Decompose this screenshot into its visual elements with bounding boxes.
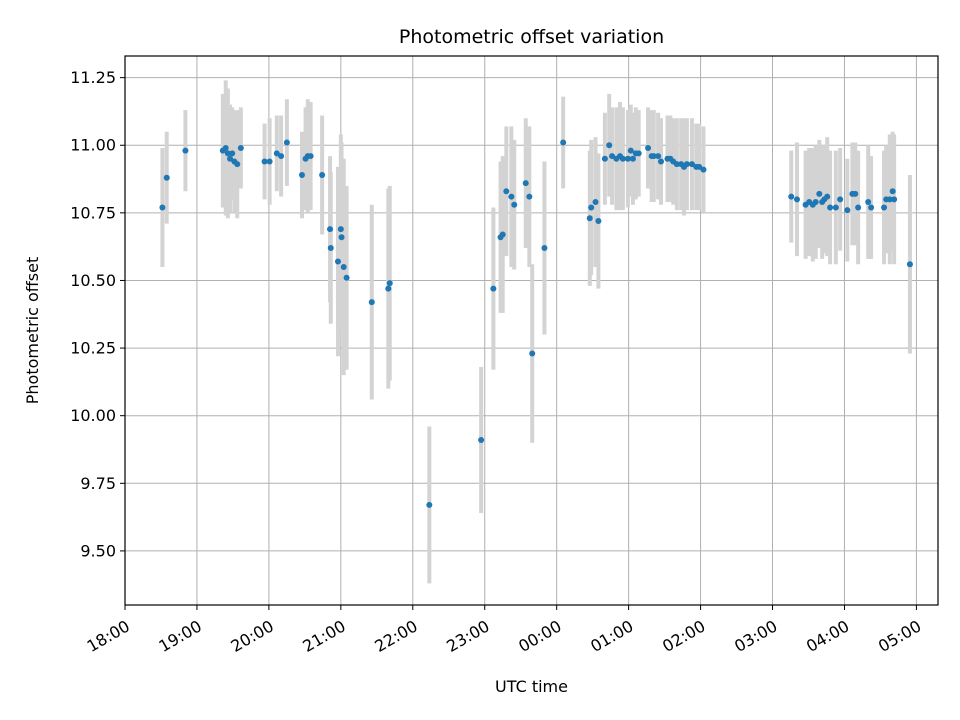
data-point — [635, 150, 642, 157]
data-point — [650, 153, 657, 160]
data-point — [881, 204, 888, 211]
data-point — [338, 234, 345, 241]
data-point — [386, 280, 393, 287]
data-point — [385, 285, 392, 292]
data-point — [673, 161, 680, 168]
data-point — [224, 150, 231, 157]
data-point — [522, 180, 529, 187]
data-point — [683, 161, 690, 168]
data-point — [627, 147, 634, 154]
data-point — [508, 193, 515, 200]
y-tick-label: 10.00 — [70, 406, 116, 425]
point-layer — [159, 139, 913, 508]
data-point — [601, 155, 608, 162]
data-point — [298, 171, 305, 178]
chart-title: Photometric offset variation — [399, 26, 664, 48]
y-tick-label: 10.75 — [70, 203, 116, 222]
data-point — [334, 258, 341, 265]
data-point — [816, 190, 823, 197]
data-point — [865, 199, 872, 206]
data-point — [852, 190, 859, 197]
data-point — [891, 196, 898, 203]
y-tick-label: 11.00 — [70, 136, 116, 155]
y-tick-label: 9.50 — [80, 541, 116, 560]
data-point — [368, 299, 375, 306]
data-point — [278, 153, 285, 160]
data-point — [658, 158, 665, 165]
data-point — [511, 201, 518, 208]
data-point — [541, 245, 548, 252]
data-point — [609, 153, 616, 160]
data-point — [595, 217, 602, 224]
data-point — [327, 226, 334, 233]
y-tick-label: 11.25 — [70, 68, 116, 87]
data-point — [606, 142, 613, 149]
data-point — [906, 261, 913, 268]
data-point — [261, 158, 268, 165]
data-point — [855, 204, 862, 211]
data-point — [886, 196, 893, 203]
data-point — [837, 196, 844, 203]
x-axis-title: UTC time — [495, 677, 568, 696]
data-point — [337, 226, 344, 233]
data-point — [560, 139, 567, 146]
data-point — [624, 155, 631, 162]
data-point — [227, 155, 234, 162]
data-point — [688, 161, 695, 168]
data-point — [655, 153, 662, 160]
plot-frame — [124, 55, 939, 606]
data-point — [788, 193, 795, 200]
data-point — [273, 150, 280, 157]
data-point — [182, 147, 189, 154]
y-axis-title: Photometric offset — [23, 257, 42, 405]
data-point — [824, 193, 831, 200]
data-point — [793, 196, 800, 203]
data-point — [812, 199, 819, 206]
data-point — [499, 231, 506, 238]
data-point — [163, 174, 170, 181]
data-point — [619, 155, 626, 162]
data-point — [629, 155, 636, 162]
data-point — [343, 274, 350, 281]
data-point — [234, 161, 241, 168]
data-point — [503, 188, 510, 195]
data-point — [283, 139, 290, 146]
data-point — [229, 150, 236, 157]
data-point — [327, 245, 334, 252]
data-point — [307, 153, 314, 160]
data-point — [426, 501, 433, 508]
data-point — [868, 204, 875, 211]
data-point — [526, 193, 533, 200]
y-tick-label: 9.75 — [80, 474, 116, 493]
data-point — [586, 215, 593, 222]
y-tick-label: 10.25 — [70, 339, 116, 358]
data-point — [237, 144, 244, 151]
data-point — [889, 188, 896, 195]
data-point — [592, 199, 599, 206]
data-point — [266, 158, 273, 165]
data-point — [696, 163, 703, 170]
data-point — [827, 204, 834, 211]
data-point — [645, 144, 652, 151]
data-point — [222, 144, 229, 151]
data-point — [340, 263, 347, 270]
data-point — [159, 204, 166, 211]
data-point — [832, 204, 839, 211]
data-point — [529, 350, 536, 357]
data-point — [478, 437, 485, 444]
y-tick-label: 10.50 — [70, 271, 116, 290]
data-point — [588, 204, 595, 211]
data-point — [700, 166, 707, 173]
data-point — [319, 171, 326, 178]
data-point — [490, 285, 497, 292]
data-point — [844, 207, 851, 214]
